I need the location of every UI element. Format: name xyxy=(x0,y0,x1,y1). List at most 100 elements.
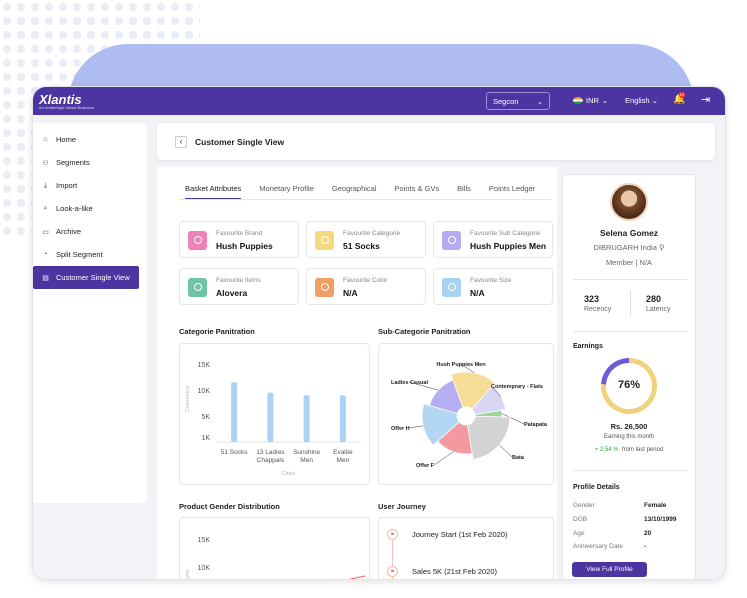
bar xyxy=(339,395,346,442)
recency-label: Recency xyxy=(584,306,612,313)
profile-name: Selena Gomez xyxy=(599,228,659,238)
earnings-progress-ring xyxy=(601,358,657,414)
tab-points-ledger[interactable]: Points Ledger xyxy=(488,184,536,193)
bar xyxy=(303,395,310,442)
tab-geographical[interactable]: Geographical xyxy=(331,184,377,193)
attribute-card: Favourite Sub Categorie Hush Puppies Men xyxy=(433,221,553,258)
sidebar-item-split-segment[interactable]: ◔ Split Segment xyxy=(33,243,147,266)
sidebar-item-customer-single-view[interactable]: ▤ Customer Single View xyxy=(33,266,139,289)
gender-line-chart: 15K 10K Counts xyxy=(185,537,366,580)
category-icon xyxy=(315,231,334,250)
profile-details-title: Profile Details xyxy=(573,484,620,491)
india-flag-icon xyxy=(573,97,583,104)
section-title: Sub-Categorie Panitration xyxy=(378,327,471,336)
tab-monetary-profile[interactable]: Monetary Profile xyxy=(259,184,314,193)
tab-bills[interactable]: Bills xyxy=(457,184,471,193)
segment-select[interactable]: Segcon ⌄ xyxy=(486,92,550,110)
size-icon xyxy=(442,278,461,297)
x-tick-label: Chappals xyxy=(257,457,285,464)
attribute-label: Favourite Categorie xyxy=(343,230,401,237)
sidebar: ⌂ Home ⚇ Segments ⤓ Import ⌕ Look-a-like ▭ Ar… xyxy=(33,123,147,503)
sidebar-item-home[interactable]: ⌂ Home xyxy=(33,128,147,151)
x-axis-label: Cities xyxy=(282,471,296,477)
subcategory-chart-panel: Hush Puppies Men Contemprary - Flats Patap… xyxy=(378,343,554,485)
tab-basket-attributes[interactable]: Basket Attributes xyxy=(185,184,242,200)
sidebar-item-segments[interactable]: ⚇ Segments xyxy=(42,158,90,167)
x-tick-label: Men xyxy=(300,457,313,464)
pie-slice xyxy=(450,371,496,410)
document-icon: ▤ xyxy=(42,274,49,282)
x-tick-label: Men xyxy=(337,457,350,464)
attribute-label: Favourite Sub Categorie xyxy=(470,230,541,237)
attribute-card: Favourite Size N/A xyxy=(433,268,553,305)
journey-line xyxy=(392,536,393,579)
attribute-value: N/A xyxy=(343,288,358,298)
detail-key: Anniversary Date xyxy=(573,543,623,550)
currency-select[interactable]: INR ⌄ xyxy=(573,96,608,105)
section-title: Categorie Panitration xyxy=(179,327,255,336)
brand-icon xyxy=(188,231,207,250)
profile-card: Selena Gomez DIBRUGARH India ⚲ Member | … xyxy=(562,174,696,579)
pie-icon: ◔ xyxy=(43,251,48,258)
pie-slice xyxy=(428,379,464,415)
section-title: User Journey xyxy=(378,502,426,511)
attribute-label: Favourite Size xyxy=(470,277,512,284)
main-panel: Basket Attributes Monetary Profile Geogr… xyxy=(157,167,557,580)
logout-icon[interactable]: ⇥ xyxy=(701,94,711,106)
divider xyxy=(573,470,687,471)
pie-slice xyxy=(421,403,460,446)
latency-label: Latency xyxy=(646,306,671,313)
detail-value: 20 xyxy=(644,530,652,537)
bell-icon[interactable]: 🔔 xyxy=(673,94,686,105)
sidebar-item-import[interactable]: ⤓ Import xyxy=(33,174,147,197)
pie-leader-line xyxy=(408,381,439,391)
y-tick-label: 5K xyxy=(201,414,210,421)
pie-slice xyxy=(437,421,473,455)
y-tick-label: 1K xyxy=(201,435,210,442)
earnings-trend: + 2.54 % from last period xyxy=(594,447,664,453)
earnings-percent: 76% xyxy=(617,379,641,391)
earnings-title: Earnings xyxy=(573,343,603,350)
category-bar-chart: 15K 10K 5K 1K Customers Cities 51 Socks 13 Ladi… xyxy=(185,362,361,477)
latency-value: 280 xyxy=(646,294,662,304)
section-title: Product Gender Distribution xyxy=(179,502,280,511)
journey-item: ⚑ Sales 5K (21st Feb 2020) xyxy=(387,566,497,577)
attribute-card: Favourite Items Alovera xyxy=(179,268,299,305)
recency-value: 323 xyxy=(584,294,600,304)
users-icon: ⚇ xyxy=(42,159,49,167)
y-tick-label: 15K xyxy=(198,362,211,369)
location-pin-icon: ⚲ xyxy=(658,243,665,252)
journey-item: ⚑ Journey Start (1st Feb 2020) xyxy=(387,529,507,540)
divider xyxy=(573,279,687,280)
sidebar-item-archive[interactable]: ▭ Archive xyxy=(42,227,82,236)
x-tick-label: Evalite xyxy=(333,449,353,456)
language-select[interactable]: English ⌄ xyxy=(625,96,658,105)
pie-leader-line xyxy=(433,451,454,466)
bar xyxy=(231,382,238,442)
view-full-profile-button[interactable]: View Full Profile xyxy=(572,562,647,577)
earnings-caption: Earning this month xyxy=(603,434,655,440)
pie-leader-line xyxy=(460,363,475,373)
tab-points-gvs[interactable]: Points & GVs xyxy=(394,184,440,193)
divider xyxy=(630,290,631,316)
page-header: ‹ Customer Single View xyxy=(157,123,715,160)
attribute-label: Favourite Color xyxy=(343,277,388,284)
logo: Xlantis An Amberlogix Wired Business xyxy=(39,92,94,110)
y-axis-label: Counts xyxy=(185,569,191,580)
pie-label: Bata xyxy=(512,455,525,461)
import-icon: ⤓ xyxy=(43,181,48,189)
search-icon: ⌕ xyxy=(43,204,48,212)
top-bar: Xlantis An Amberlogix Wired Business Segc… xyxy=(33,87,725,115)
pie-slice xyxy=(471,385,506,416)
pie-leader-line xyxy=(498,444,513,458)
pie-leader-line xyxy=(408,425,424,429)
series-line xyxy=(348,575,366,579)
detail-key: Age xyxy=(573,530,585,537)
y-tick-label: 15K xyxy=(198,537,211,544)
back-button[interactable]: ‹ xyxy=(175,135,187,148)
profile-location: DIBRUGARH India ⚲ xyxy=(593,243,665,252)
attribute-value: Alovera xyxy=(216,288,248,298)
sidebar-item-look-a-like[interactable]: ⌕ Look-a-like xyxy=(33,197,147,220)
pie-label: Patapata xyxy=(524,422,548,428)
attribute-label: Favourite Items xyxy=(216,277,261,284)
